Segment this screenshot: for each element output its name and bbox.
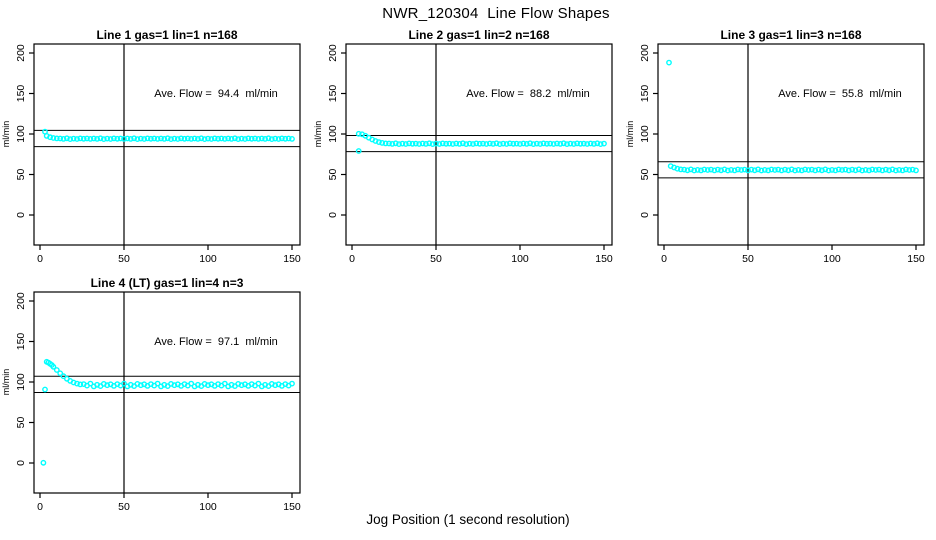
data-points (42, 128, 295, 143)
y-tick-label: 50 (327, 169, 339, 181)
x-tick-label: 150 (283, 501, 301, 513)
plot-canvas: Line 1 gas=1 lin=1 n=168 0 50 100 150 0 50 100 1… (1, 28, 301, 265)
x-axis-label: Jog Position (1 second resolution) (366, 512, 570, 527)
y-axis-label: ml/min (1, 121, 11, 148)
y-tick-label: 50 (15, 169, 27, 181)
subplot-title: Line 4 (LT) gas=1 lin=4 n=3 (91, 276, 244, 290)
x-tick-label: 0 (661, 253, 667, 265)
y-tick-label: 0 (639, 212, 651, 218)
x-tick-label: 0 (37, 253, 43, 265)
ave-flow-annotation: Ave. Flow = 88.2 ml/min (466, 88, 590, 100)
x-tick-label: 50 (430, 253, 442, 265)
y-axis-label: ml/min (313, 121, 323, 148)
y-tick-label: 0 (327, 212, 339, 218)
x-tick-label: 100 (823, 253, 841, 265)
ave-flow-annotation: Ave. Flow = 94.4 ml/min (154, 88, 278, 100)
y-tick-label: 200 (15, 44, 27, 62)
data-points (355, 130, 607, 154)
y-tick-label: 150 (15, 333, 27, 351)
subplot-title: Line 2 gas=1 lin=2 n=168 (408, 28, 549, 42)
data-points (666, 59, 919, 174)
x-tick-label: 150 (907, 253, 925, 265)
plot-box (657, 43, 925, 246)
data-points (40, 358, 295, 466)
y-tick-label: 0 (15, 460, 27, 466)
plot-canvas: Line 4 (LT) gas=1 lin=4 n=3 0 50 100 150 0 50 1… (1, 276, 301, 513)
x-tick-label: 150 (595, 253, 613, 265)
x-tick-label: 100 (199, 253, 217, 265)
subplot-title: Line 1 gas=1 lin=1 n=168 (96, 28, 237, 42)
x-tick-label: 50 (742, 253, 754, 265)
plot-canvas: Line 3 gas=1 lin=3 n=168 0 50 100 150 0 50 100 1… (625, 28, 925, 265)
subplot-line-4: Line 4 (LT) gas=1 lin=4 n=3 0 50 100 150 0 50 1… (0, 274, 312, 524)
y-tick-label: 200 (327, 44, 339, 62)
y-tick-label: 0 (15, 212, 27, 218)
x-tick-label: 100 (511, 253, 529, 265)
y-tick-label: 100 (639, 125, 651, 143)
subplot-line-2: Line 2 gas=1 lin=2 n=168 0 50 100 150 0 50 100 1… (312, 26, 624, 276)
y-tick-label: 100 (327, 125, 339, 143)
figure-title: NWR_120304 Line Flow Shapes (382, 5, 610, 22)
ave-flow-annotation: Ave. Flow = 55.8 ml/min (778, 88, 902, 100)
y-tick-label: 150 (327, 85, 339, 103)
x-tick-label: 0 (349, 253, 355, 265)
y-tick-label: 100 (15, 125, 27, 143)
x-tick-label: 50 (118, 253, 130, 265)
x-tick-label: 150 (283, 253, 301, 265)
subplot-line-1: Line 1 gas=1 lin=1 n=168 0 50 100 150 0 50 100 1… (0, 26, 312, 276)
y-axis-label: ml/min (1, 369, 11, 396)
y-axis-label: ml/min (625, 121, 635, 148)
y-tick-label: 150 (639, 85, 651, 103)
subplot-line-3: Line 3 gas=1 lin=3 n=168 0 50 100 150 0 50 100 1… (624, 26, 936, 276)
plot-box (33, 43, 301, 246)
subplot-title: Line 3 gas=1 lin=3 n=168 (720, 28, 861, 42)
x-tick-label: 0 (37, 501, 43, 513)
y-tick-label: 100 (15, 373, 27, 391)
ave-flow-annotation: Ave. Flow = 97.1 ml/min (154, 336, 278, 348)
x-tick-label: 100 (199, 501, 217, 513)
y-tick-label: 200 (15, 292, 27, 310)
y-tick-label: 200 (639, 44, 651, 62)
x-tick-label: 50 (118, 501, 130, 513)
y-tick-label: 150 (15, 85, 27, 103)
y-tick-label: 50 (639, 169, 651, 181)
plot-canvas: Line 2 gas=1 lin=2 n=168 0 50 100 150 0 50 100 1… (313, 28, 613, 265)
plot-box (345, 43, 613, 246)
y-tick-label: 50 (15, 417, 27, 429)
